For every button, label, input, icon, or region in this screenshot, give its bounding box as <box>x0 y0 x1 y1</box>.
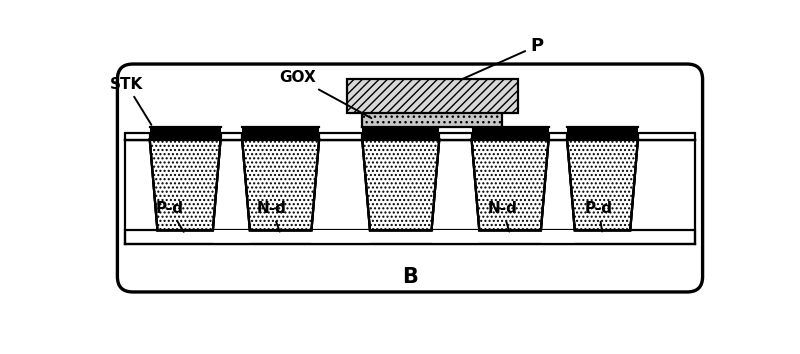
Bar <box>439 133 472 139</box>
Polygon shape <box>150 139 221 230</box>
Bar <box>213 230 250 244</box>
Bar <box>549 133 567 139</box>
Bar <box>150 127 221 139</box>
Polygon shape <box>242 139 319 230</box>
Bar <box>362 112 502 127</box>
Polygon shape <box>567 139 638 230</box>
Text: GOX: GOX <box>279 70 371 118</box>
Text: N-d: N-d <box>257 201 286 232</box>
Bar <box>319 133 362 139</box>
Bar <box>125 230 695 244</box>
Bar <box>472 127 549 139</box>
Text: STK: STK <box>110 76 151 125</box>
Bar <box>567 127 638 139</box>
Bar <box>125 133 150 139</box>
FancyBboxPatch shape <box>118 64 702 292</box>
Bar <box>362 112 439 139</box>
Text: B: B <box>402 267 418 286</box>
Bar <box>311 230 370 244</box>
Text: P-d: P-d <box>156 201 184 232</box>
Bar <box>638 133 695 139</box>
Text: N-d: N-d <box>487 201 518 232</box>
Bar <box>221 133 242 139</box>
Text: P-d: P-d <box>585 201 613 232</box>
Text: P: P <box>461 37 544 80</box>
Polygon shape <box>362 139 439 230</box>
Bar <box>541 230 574 244</box>
Polygon shape <box>472 139 549 230</box>
Bar <box>347 79 518 113</box>
Bar <box>362 127 439 139</box>
Bar <box>242 127 319 139</box>
Bar <box>431 230 479 244</box>
